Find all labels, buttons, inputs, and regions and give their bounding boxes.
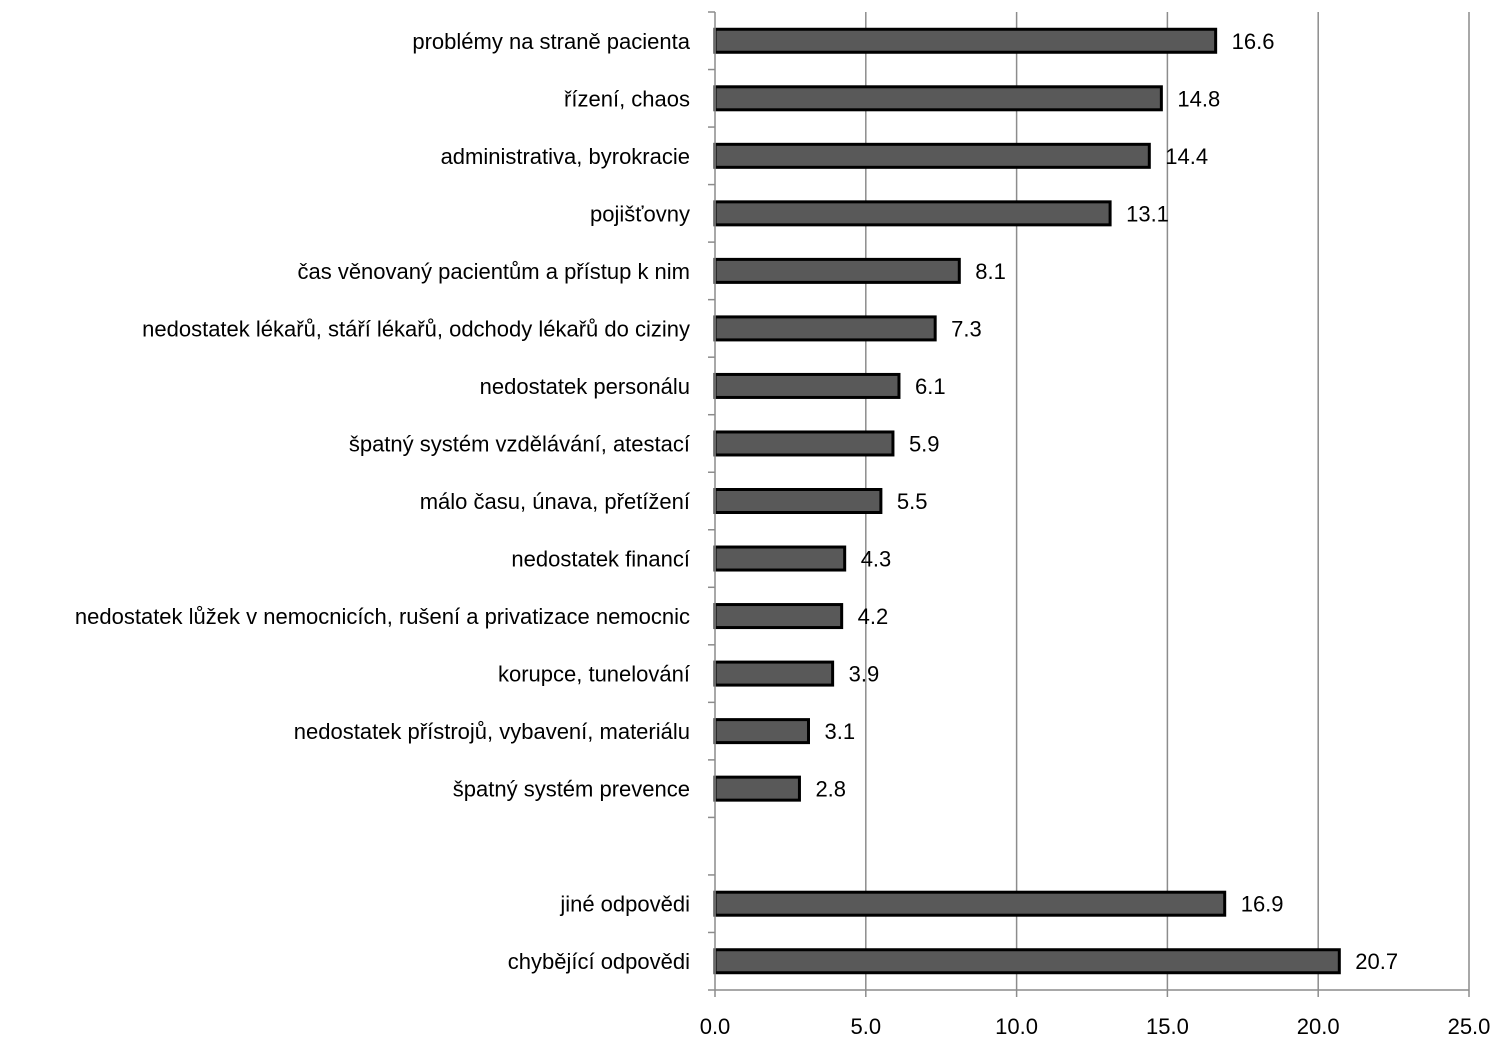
x-tick-label: 0.0 — [700, 1014, 731, 1037]
axes: 0.0 5.0 10.0 15.0 20.0 25.0 — [700, 11, 1491, 1037]
bar — [713, 948, 1341, 975]
x-tick-label: 5.0 — [851, 1014, 882, 1037]
category-label: řízení, chaos — [564, 86, 690, 111]
data-label: 4.2 — [858, 604, 889, 629]
bar — [713, 718, 810, 745]
category-labels: problémy na straně pacienta řízení, chaos… — [75, 29, 691, 974]
data-label: 16.6 — [1232, 29, 1275, 54]
x-tick-label: 25.0 — [1448, 1014, 1491, 1037]
bar — [713, 890, 1227, 917]
data-label: 14.4 — [1165, 144, 1208, 169]
bars — [713, 27, 1341, 975]
category-label: čas věnovaný pacientům a přístup k nim — [297, 259, 690, 284]
bar — [713, 545, 847, 572]
data-label: 4.3 — [861, 547, 892, 572]
data-label: 16.9 — [1241, 892, 1284, 917]
data-label: 3.9 — [849, 662, 880, 687]
bar — [713, 488, 883, 514]
data-label: 20.7 — [1355, 949, 1398, 974]
category-label: málo času, únava, přetížení — [420, 489, 690, 514]
category-label: nedostatek personálu — [480, 374, 690, 399]
bar — [713, 27, 1218, 54]
x-tick-label: 15.0 — [1146, 1014, 1189, 1037]
data-label: 5.5 — [897, 489, 928, 514]
data-label: 5.9 — [909, 431, 940, 456]
category-label: nedostatek přístrojů, vybavení, materiál… — [294, 719, 690, 744]
category-label: pojišťovny — [590, 201, 690, 226]
gridlines — [865, 12, 1470, 990]
category-label: špatný systém prevence — [453, 777, 690, 802]
data-label: 2.8 — [815, 777, 846, 802]
x-tick-label: 10.0 — [995, 1014, 1038, 1037]
category-label: nedostatek lůžek v nemocnicích, rušení a… — [75, 604, 690, 629]
bar — [713, 200, 1112, 227]
category-label: administrativa, byrokracie — [441, 144, 690, 169]
category-label: korupce, tunelování — [498, 662, 690, 687]
category-label: chybějící odpovědi — [508, 949, 690, 974]
bar — [713, 85, 1163, 112]
bar — [713, 775, 801, 802]
value-labels: 16.6 14.8 14.4 13.1 8.1 7.3 6.1 5.9 5.5 4.3 4.2 3.9… — [815, 29, 1398, 974]
category-label: jiné odpovědi — [559, 892, 690, 917]
data-label: 8.1 — [975, 259, 1006, 284]
data-label: 6.1 — [915, 374, 946, 399]
bar — [713, 430, 895, 457]
bar — [713, 257, 961, 284]
bar — [713, 315, 937, 342]
bar — [713, 603, 844, 630]
category-label: špatný systém vzdělávání, atestací — [349, 431, 690, 456]
x-tick-label: 20.0 — [1297, 1014, 1340, 1037]
bar — [713, 142, 1151, 169]
category-label: nedostatek financí — [511, 547, 690, 572]
bar — [713, 372, 901, 399]
data-label: 3.1 — [824, 719, 855, 744]
data-label: 13.1 — [1126, 201, 1169, 226]
category-label: problémy na straně pacienta — [412, 29, 690, 54]
data-label: 7.3 — [951, 316, 982, 341]
bar — [713, 660, 835, 687]
data-label: 14.8 — [1177, 86, 1220, 111]
category-label: nedostatek lékařů, stáří lékařů, odchody… — [142, 316, 690, 341]
